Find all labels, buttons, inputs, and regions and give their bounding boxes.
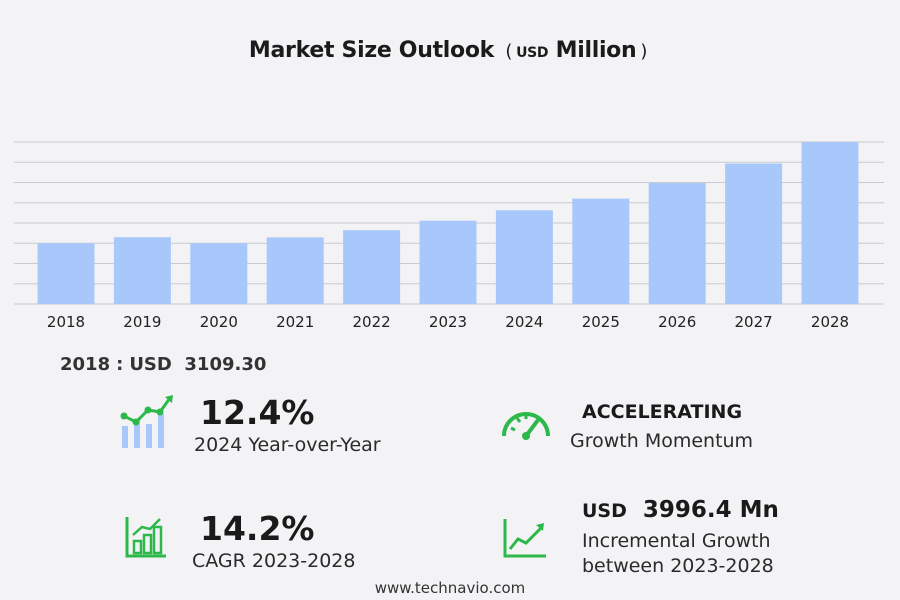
cagr-label: CAGR 2023-2028 bbox=[192, 550, 356, 572]
incremental-label-line2: between 2023-2028 bbox=[582, 555, 774, 577]
title-close-paren: ) bbox=[640, 41, 648, 62]
base-year-label: 2018: USD 3109.30 bbox=[60, 354, 266, 375]
incremental-amount: 3996.4 Mn bbox=[642, 497, 779, 523]
x-tick-label: 2019 bbox=[123, 313, 161, 331]
bar-2028 bbox=[801, 142, 859, 304]
bar-2021 bbox=[266, 237, 324, 304]
x-tick-label: 2026 bbox=[658, 313, 696, 331]
bar-2027 bbox=[725, 163, 783, 304]
bar-2023 bbox=[419, 220, 477, 304]
base-year-currency: USD bbox=[129, 354, 172, 375]
cagr-value: 14.2% bbox=[200, 509, 315, 548]
x-tick-label: 2024 bbox=[505, 313, 543, 331]
x-tick-label: 2021 bbox=[276, 313, 314, 331]
x-tick-label: 2028 bbox=[811, 313, 849, 331]
bar-chart-icon bbox=[125, 517, 166, 558]
x-tick-label: 2027 bbox=[735, 313, 773, 331]
momentum-value: ACCELERATING bbox=[582, 401, 743, 423]
x-tick-label: 2020 bbox=[200, 313, 238, 331]
bar-2025 bbox=[572, 198, 630, 304]
growth-bars-icon bbox=[120, 395, 173, 448]
bar-2026 bbox=[648, 183, 706, 304]
title-unit-big: Million bbox=[555, 38, 637, 63]
momentum-label: Growth Momentum bbox=[570, 430, 754, 452]
chart-title: Market Size Outlook (USD Million) bbox=[0, 38, 900, 63]
x-tick-label: 2023 bbox=[429, 313, 467, 331]
bar-2022 bbox=[343, 230, 401, 304]
bar-2020 bbox=[190, 243, 248, 304]
incremental-prefix: USD bbox=[582, 500, 627, 522]
incremental-value: USD 3996.4 Mn bbox=[582, 497, 779, 523]
x-tick-label: 2025 bbox=[582, 313, 620, 331]
title-open-paren: ( bbox=[505, 41, 513, 62]
x-tick-label: 2018 bbox=[47, 313, 85, 331]
title-main: Market Size Outlook bbox=[248, 38, 494, 63]
bar-chart: 2018 2019 2020 2021 2022 2023 2024 2025 2026 2027… bbox=[14, 141, 884, 331]
bar-2019 bbox=[113, 237, 171, 304]
footer-site: www.technavio.com bbox=[374, 579, 526, 597]
bar-2018 bbox=[37, 243, 95, 304]
speedometer-icon bbox=[502, 412, 550, 440]
title-unit-small: USD bbox=[516, 45, 549, 61]
yoy-value: 12.4% bbox=[200, 393, 315, 432]
line-chart-icon bbox=[503, 519, 546, 558]
x-tick-label: 2022 bbox=[353, 313, 391, 331]
yoy-label: 2024 Year-over-Year bbox=[194, 434, 381, 456]
incremental-label-line1: Incremental Growth bbox=[582, 530, 771, 552]
base-year-value: 3109.30 bbox=[184, 354, 267, 375]
bar-2024 bbox=[495, 210, 553, 304]
base-year-separator: : bbox=[116, 354, 124, 375]
base-year: 2018 bbox=[60, 354, 111, 375]
